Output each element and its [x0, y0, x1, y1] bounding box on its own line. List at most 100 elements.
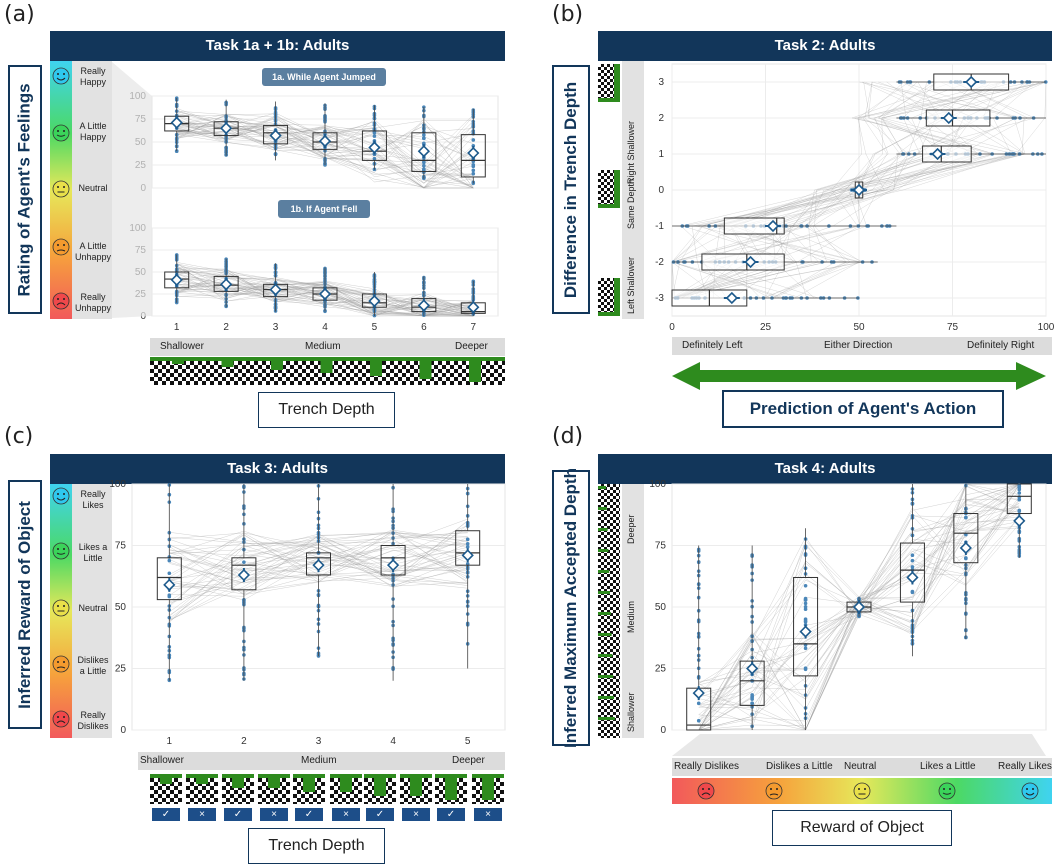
check-icon: ✓ — [152, 808, 180, 821]
subject-line — [169, 552, 468, 595]
panel-d-title: Task 4: Adults — [598, 454, 1052, 484]
data-point — [1017, 509, 1022, 514]
data-point — [471, 168, 476, 173]
c-trench-pit — [445, 778, 457, 800]
data-point — [910, 558, 915, 563]
xtick-1b-4: 4 — [322, 322, 328, 333]
box-6 — [953, 513, 979, 564]
xtick-3-4: 4 — [390, 736, 396, 747]
mean-marker--3 — [725, 291, 738, 305]
depth-shallower: Shallower — [160, 341, 204, 352]
ytick-3-75: 75 — [115, 541, 127, 552]
c-trench-pit — [268, 778, 280, 788]
face-icon-d-3 — [853, 782, 871, 800]
data-point — [1017, 484, 1022, 488]
c-trench-pit — [196, 778, 208, 784]
xtick-1b-5: 5 — [372, 322, 378, 333]
box-7 — [460, 134, 486, 178]
mean-marker-2 — [220, 278, 233, 291]
data-point — [422, 163, 426, 168]
data-point — [803, 607, 808, 612]
mean-marker-1 — [170, 116, 183, 129]
xtick-1b-7: 7 — [471, 322, 477, 333]
d-reward-neutral: Neutral — [844, 761, 877, 772]
data-point — [964, 556, 968, 561]
box-1 — [156, 557, 182, 601]
face-icon-c-1 — [52, 487, 70, 505]
mean-marker--1 — [766, 219, 780, 233]
xtick-3-1: 1 — [167, 736, 173, 747]
mean-marker-3 — [799, 625, 812, 638]
panel-c-ylabel: Inferred Reward of Object — [8, 480, 42, 729]
data-point — [803, 583, 808, 588]
mean-marker-5 — [461, 549, 474, 562]
check-icon: ✓ — [437, 808, 465, 821]
xtick-2-75: 75 — [947, 322, 959, 333]
data-point — [750, 701, 754, 705]
data-point — [910, 565, 915, 569]
face-icon-d-1 — [697, 782, 715, 800]
face-icon-c-3 — [52, 599, 70, 617]
panel-b-title: Task 2: Adults — [598, 31, 1052, 61]
panel-b-action-bar: Definitely Left Either Direction Definit… — [672, 337, 1052, 355]
c-trench-green — [472, 774, 504, 778]
mean-marker-4 — [318, 287, 332, 301]
mean-marker-2 — [746, 662, 759, 675]
xtick-1b-3: 3 — [273, 322, 279, 333]
mean-marker-4 — [852, 600, 866, 614]
data-point — [372, 156, 377, 161]
ytick-4-25: 25 — [655, 664, 667, 675]
ytick-2--3: -3 — [655, 293, 664, 304]
data-point — [750, 694, 754, 699]
ytick-1b-0: 0 — [140, 311, 146, 322]
mean-marker-7 — [467, 146, 480, 160]
check-icon: ✓ — [366, 808, 394, 821]
c-trench-pit — [303, 778, 315, 792]
xtick-2-0: 0 — [669, 322, 675, 333]
depth-deeper: Deeper — [455, 341, 488, 352]
ytick-4-50: 50 — [655, 602, 667, 613]
xtick-1b-1: 1 — [174, 322, 180, 333]
panel-d-xlabel: Reward of Object — [772, 810, 952, 846]
trench-green-d — [598, 612, 611, 615]
c-depth-shallower: Shallower — [140, 755, 184, 766]
box-7 — [1006, 483, 1032, 515]
panel-d-connector — [672, 734, 1046, 756]
d-reward-really-dislikes: Really Dislikes — [674, 761, 740, 772]
face-icon-c-2 — [52, 542, 70, 560]
action-either: Either Direction — [824, 340, 893, 351]
data-point — [803, 596, 808, 601]
trench-fill-a — [469, 358, 481, 382]
trench-green-d — [598, 528, 608, 531]
cross-icon: × — [402, 808, 430, 821]
trench-fill-a — [320, 358, 333, 373]
trench-green-d — [598, 591, 610, 594]
data-point — [422, 136, 426, 141]
box-4 — [380, 545, 406, 576]
box-3 — [306, 552, 331, 576]
sub1-title: 1a. While Agent Jumped — [262, 68, 386, 86]
panel-c-depth-bar: Shallower Medium Deeper — [138, 752, 505, 770]
mean-marker-5 — [368, 294, 381, 308]
c-label-dislikes-little: Dislikes a Little — [77, 655, 109, 676]
c-trench-green — [435, 774, 467, 778]
data-point — [465, 537, 470, 542]
face-label-little-happy: A Little Happy — [79, 121, 107, 142]
mean-marker-6 — [417, 299, 430, 312]
box-2 — [213, 275, 239, 292]
mean-marker-2 — [942, 111, 955, 125]
box-3 — [793, 576, 819, 677]
panel-a-title: Task 1a + 1b: Adults — [50, 31, 505, 61]
mean-marker-6 — [417, 145, 430, 158]
mean-marker-3 — [269, 283, 282, 296]
panel-a-xlabel: Trench Depth — [258, 392, 395, 428]
panel-a-depth-bar: Shallower Medium Deeper — [150, 338, 505, 356]
mean-marker-0 — [852, 183, 866, 197]
mean-marker-3 — [965, 75, 978, 89]
mean-marker-1 — [163, 578, 176, 591]
ytick-4-100: 100 — [649, 479, 666, 490]
face-icon-a-5 — [52, 292, 70, 310]
face-icon-c-4 — [52, 655, 70, 673]
